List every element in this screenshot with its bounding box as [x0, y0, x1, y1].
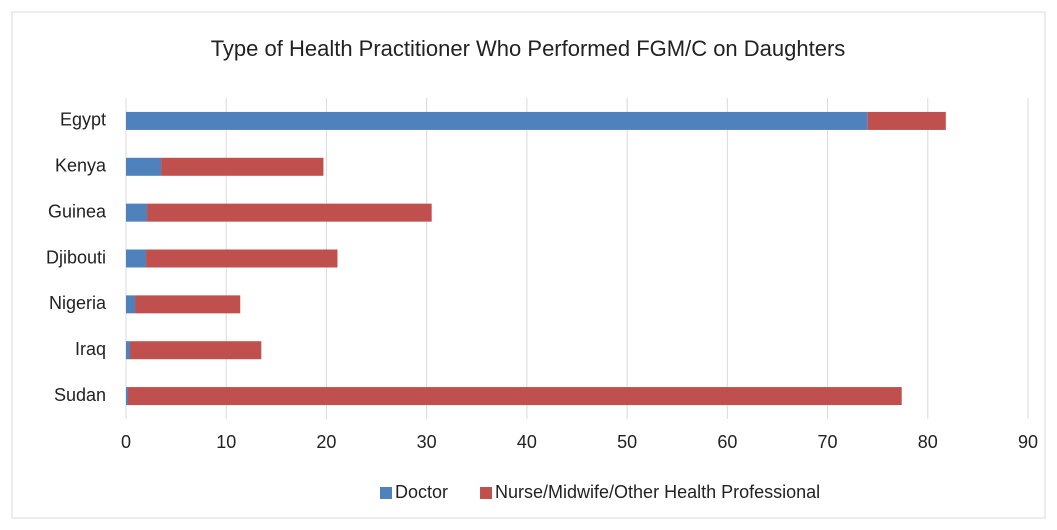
x-tick-label: 80	[918, 432, 938, 452]
bar-segment	[135, 295, 241, 314]
bar-segment	[130, 341, 262, 360]
legend-swatch	[380, 487, 392, 499]
bar-segment	[128, 387, 902, 406]
bar-segment	[126, 295, 136, 314]
bar-segment	[126, 111, 868, 130]
bar-segment	[126, 157, 162, 176]
x-tick-label: 0	[121, 432, 131, 452]
bar-segment	[126, 249, 147, 268]
y-tick-label: Guinea	[48, 201, 107, 221]
chart-title: Type of Health Practitioner Who Performe…	[211, 36, 846, 61]
bar-segment	[147, 203, 432, 222]
legend-label: Nurse/Midwife/Other Health Professional	[495, 482, 820, 502]
bar-segment	[126, 387, 129, 406]
x-tick-label: 90	[1018, 432, 1038, 452]
bar-segment	[161, 157, 324, 176]
y-tick-label: Iraq	[75, 339, 106, 359]
x-tick-label: 70	[818, 432, 838, 452]
x-tick-label: 40	[517, 432, 537, 452]
x-tick-label: 60	[717, 432, 737, 452]
y-tick-label: Nigeria	[49, 293, 107, 313]
bar-segment	[126, 203, 148, 222]
x-tick-label: 50	[617, 432, 637, 452]
x-tick-label: 20	[316, 432, 336, 452]
y-tick-label: Djibouti	[46, 247, 106, 267]
x-tick-label: 10	[216, 432, 236, 452]
bar-segment	[867, 111, 946, 130]
bar-segment	[146, 249, 338, 268]
y-tick-label: Sudan	[54, 385, 106, 405]
y-tick-label: Egypt	[60, 110, 106, 130]
legend-label: Doctor	[395, 482, 448, 502]
legend-swatch	[480, 487, 493, 499]
bar-segment	[126, 341, 131, 360]
y-tick-label: Kenya	[55, 156, 107, 176]
x-tick-label: 30	[417, 432, 437, 452]
